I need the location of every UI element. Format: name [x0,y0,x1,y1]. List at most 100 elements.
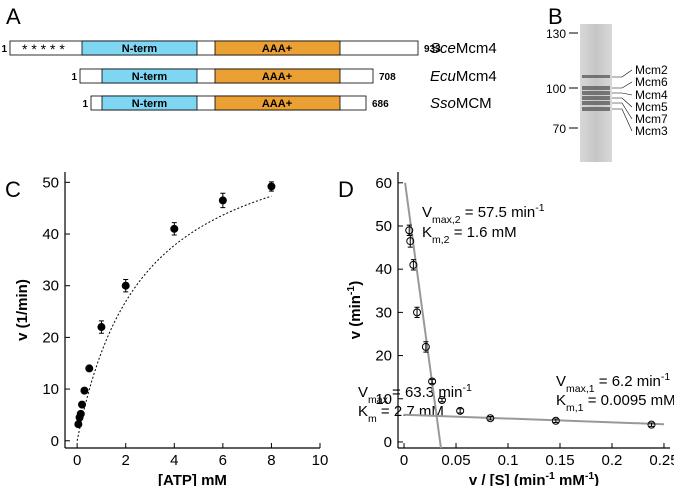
panel-label: B [548,4,563,29]
text-part: m,1 [566,402,584,414]
x-tick-label: 0.25 [649,452,674,469]
text-part: ) [347,281,364,286]
phospho-marks: * * * * * [22,41,65,57]
text-part: m,2 [432,234,450,246]
text-part: Mcm4 [456,40,497,57]
gel-band [582,91,610,95]
residue-start: 1 [71,72,77,83]
y-tick-label: 50 [42,174,59,191]
y-tick-label: 20 [375,348,392,365]
text-part: max,2 [432,214,461,226]
x-tick-label: 4 [170,452,178,469]
fit-curve [76,195,272,441]
panel-label: A [6,4,21,29]
nterm-domain [81,40,198,56]
residue-end: 933 [424,44,441,55]
text-part: K [422,224,432,241]
text-part: K [358,403,368,420]
x-tick-label: 0.05 [441,452,470,469]
x-tick-label: 6 [219,452,227,469]
y-tick-label: 30 [375,304,392,321]
x-tick-label: 8 [267,452,275,469]
data-point [405,226,414,235]
text-part: = 6.2 min [595,373,661,390]
data-point [121,281,130,290]
data-point [406,237,415,246]
gel-band [582,101,610,105]
text-part: -1 [585,470,594,482]
domain-label: AAA+ [262,98,292,110]
data-point [218,196,227,205]
data-point [647,420,656,429]
size-marker: 100 [546,82,566,96]
annotation: Km,1 = 0.0095 mM [556,392,674,414]
gel-band [582,86,610,90]
size-marker: 70 [553,122,567,136]
band-leader [612,97,633,108]
data-point [97,323,106,332]
text-part: mM [555,472,585,486]
x-tick-label: 2 [122,452,130,469]
fit-line [403,413,665,426]
band-leader [612,102,633,120]
text-part: MCM [456,95,492,112]
x-tick-label: 0.2 [602,452,623,469]
text-part: Sso [430,95,456,112]
x-axis-label: [ATP] mM [158,472,227,486]
error-bar [553,418,559,424]
data-point [421,342,430,351]
text-part: V [422,204,432,221]
domain-label: N-term [122,43,158,55]
y-tick-label: 0 [51,433,59,450]
text-part: -1 [463,382,472,394]
text-part: V [358,384,368,401]
text-part: -1 [345,286,357,295]
gel-band [582,107,610,111]
annotation: Vmax,1 = 6.2 min-1 [556,371,670,395]
data-point [428,377,437,386]
domain-label: N-term [132,98,168,110]
aaa-domain [214,40,341,56]
annotation: Km = 2.7 mM [358,403,444,425]
text-part: K [556,392,566,409]
y-tick-label: 40 [375,261,392,278]
text-part: Mcm4 [456,68,497,85]
data-point [80,386,89,395]
gel-band [582,96,610,100]
x-tick-label: 0 [73,452,81,469]
text-part: V [556,373,566,390]
protein-name: SceMcm4 [430,40,497,57]
y-tick-label: 30 [42,278,59,295]
x-tick-label: 0 [400,452,408,469]
error-bar [439,397,445,403]
residue-start: 1 [1,44,7,55]
domain-label: AAA+ [262,71,292,83]
panel-label: C [5,177,21,202]
error-bar [429,378,435,385]
band-label: Mcm6 [635,75,668,89]
data-point [78,400,86,409]
data-point [551,416,560,425]
y-tick-label: 60 [375,175,392,192]
y-tick-label: 50 [375,218,392,235]
text-part: = 1.6 mM [450,224,517,241]
data-point [170,224,179,233]
error-bar [648,422,654,427]
band-leader [612,81,633,89]
text-part: v (min [347,295,364,339]
protein-name: SsoMCM [430,95,492,112]
data-point [74,420,83,429]
y-axis-label: v (min-1) [345,281,364,340]
x-tick-label: 10 [312,452,329,469]
nterm-domain [101,68,198,84]
annotation: Vmax,2 = 57.5 min-1 [422,202,545,226]
y-tick-label: 10 [375,391,392,408]
x-tick-label: 0.15 [545,452,574,469]
text-part: max [368,394,389,406]
text-part: v (1/min) [14,279,31,341]
text-part: m [368,413,377,425]
annotation: Km,2 = 1.6 mM [422,224,517,246]
y-tick-label: 20 [42,329,59,346]
y-axis-label: v (1/min) [14,279,31,341]
x-tick-label: 0.1 [498,452,519,469]
